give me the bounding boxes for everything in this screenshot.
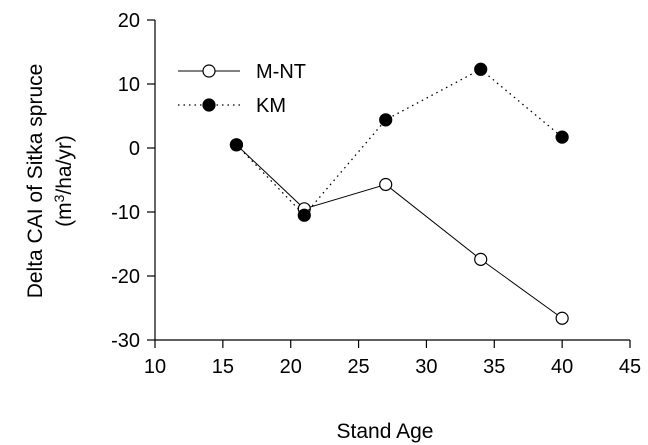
y-tick-label: -10 (111, 202, 140, 224)
series-line (236, 144, 563, 319)
x-axis-title: Stand Age (337, 420, 434, 443)
x-tick-label: 10 (144, 356, 166, 378)
y-axis-title-suffix: /ha/yr) (53, 135, 76, 195)
data-point (555, 311, 569, 325)
y-tick-label: -20 (111, 266, 140, 288)
x-axis-ticks: 10 15 20 25 30 35 40 45 (144, 340, 641, 378)
y-axis-title-line1: Delta CAI of Sitka spruce (24, 64, 47, 299)
data-point (297, 208, 311, 222)
x-tick-label: 15 (212, 356, 234, 378)
x-tick-label: 40 (551, 356, 573, 378)
y-axis-ticks: -30 -20 -10 0 10 20 (111, 10, 155, 352)
x-tick-label: 35 (483, 356, 505, 378)
x-tick-label: 20 (280, 356, 302, 378)
legend-label: M-NT (256, 61, 306, 83)
data-point (379, 177, 393, 192)
y-axis-title-prefix: (m (53, 202, 76, 227)
y-tick-label: -30 (111, 330, 140, 352)
data-point (474, 252, 488, 266)
series-m-nt (229, 138, 569, 325)
legend-marker (202, 98, 216, 112)
legend: M-NT KM (178, 61, 306, 117)
y-tick-label: 0 (129, 138, 140, 160)
data-point (555, 130, 569, 144)
data-point (379, 113, 393, 127)
data-point (474, 62, 488, 76)
y-axis-title-superscript: 3 (51, 194, 67, 202)
series-layer (229, 62, 569, 325)
y-axis-title-line2: (m3/ha/yr) (51, 135, 76, 227)
y-tick-label: 10 (118, 74, 140, 96)
legend-marker (202, 64, 216, 78)
x-tick-label: 45 (619, 356, 641, 378)
series-km (229, 62, 569, 222)
series-line (235, 68, 563, 217)
data-point (229, 138, 244, 152)
x-tick-label: 25 (347, 356, 369, 378)
legend-label: KM (256, 95, 286, 117)
y-tick-label: 20 (118, 10, 140, 32)
x-tick-label: 30 (415, 356, 437, 378)
plot-frame (154, 20, 630, 341)
